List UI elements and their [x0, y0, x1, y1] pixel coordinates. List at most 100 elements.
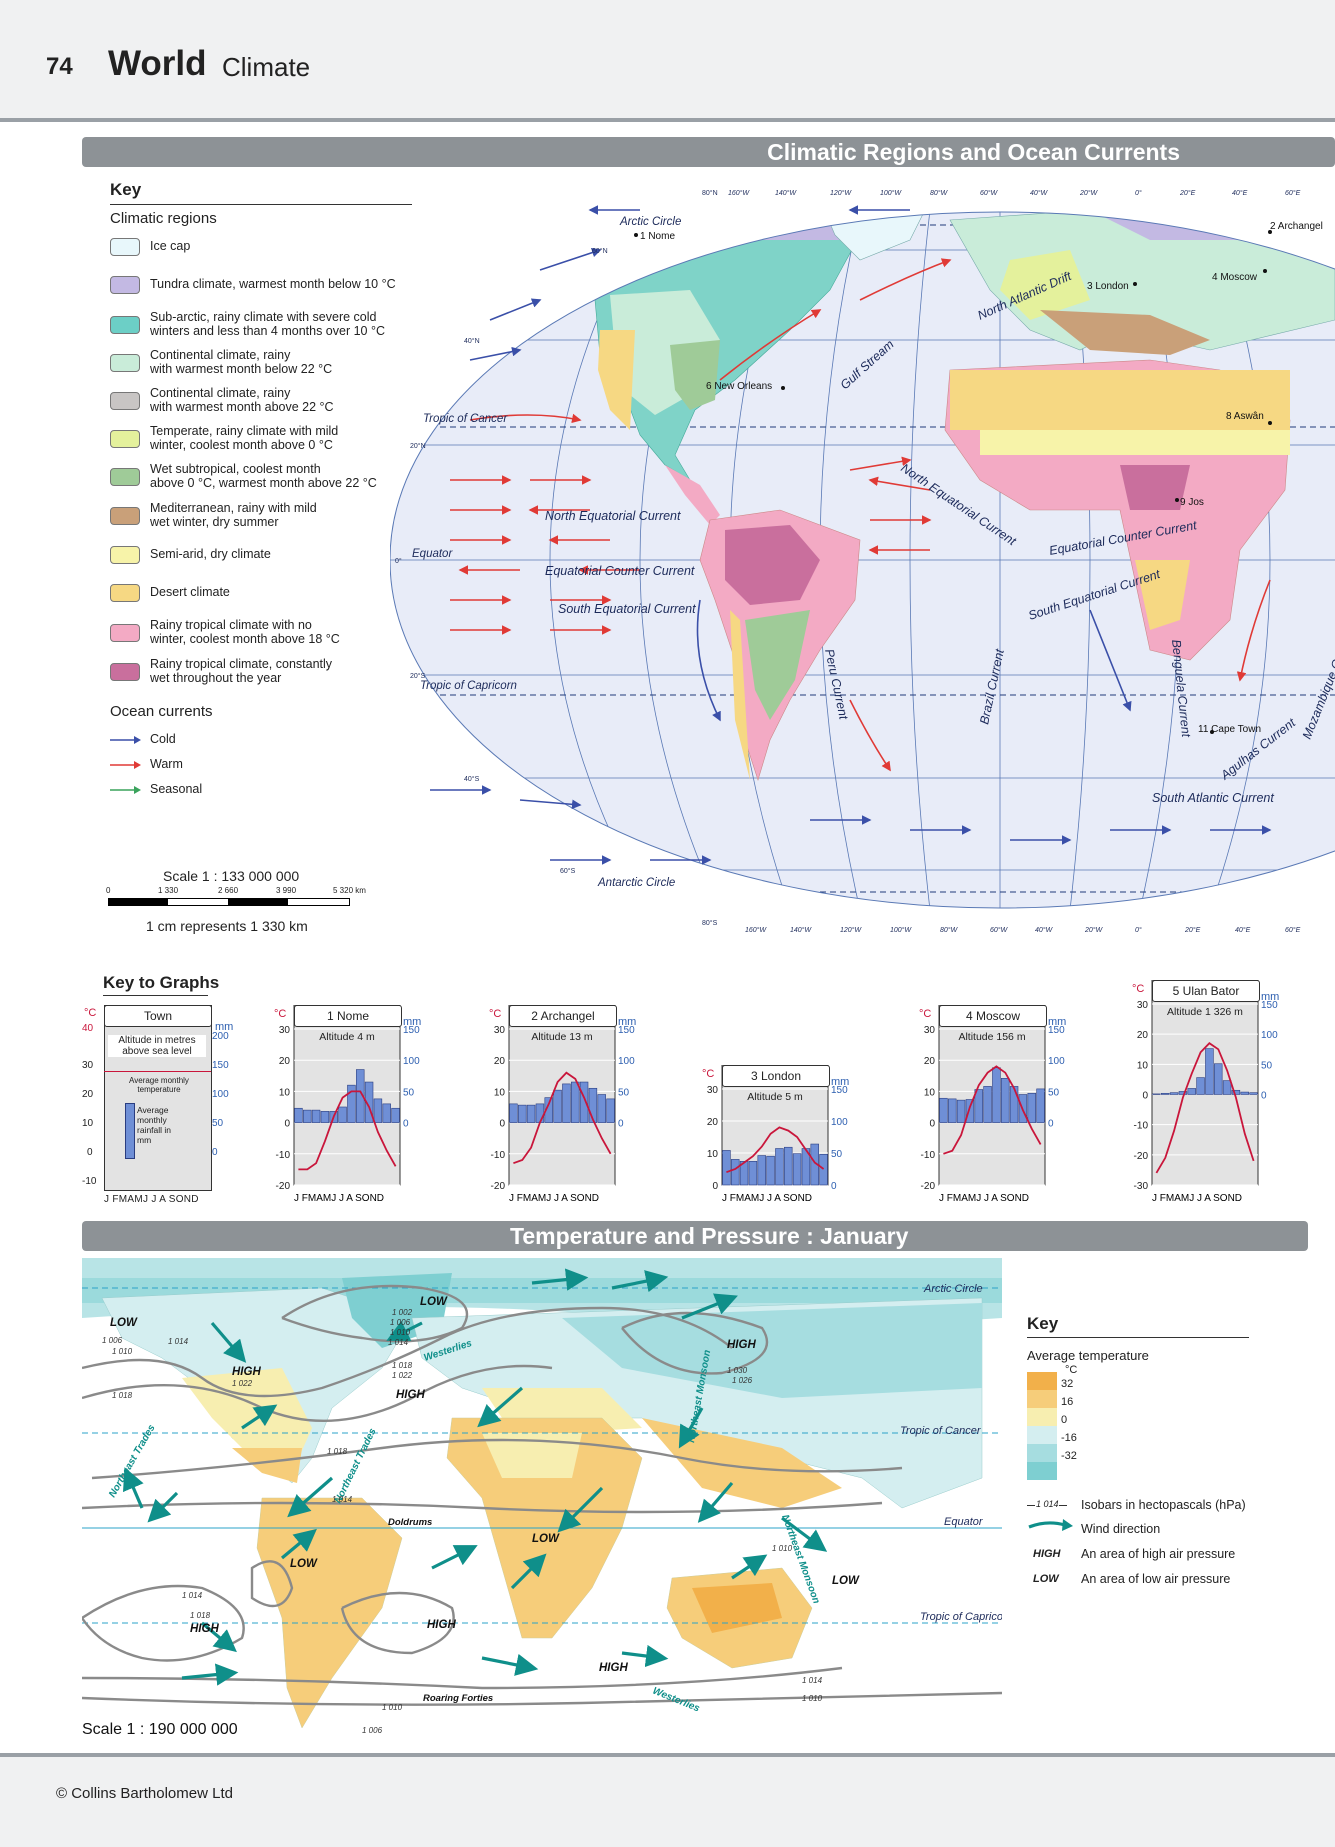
low-label: An area of low air pressure [1081, 1572, 1231, 1586]
unit-celsius: °C [1132, 983, 1144, 995]
graph-plot-area [1151, 980, 1259, 1186]
rainfall-bar [983, 1086, 992, 1123]
c-tick: 30 [82, 1060, 94, 1071]
mm-tick: 0 [618, 1119, 624, 1130]
c-tick: -10 [82, 1176, 97, 1187]
isobar-value: 1 014 [332, 1495, 353, 1504]
ocean-current-arrows [430, 205, 1272, 865]
isobar-value: 1 006 [390, 1318, 411, 1327]
isobar-sample-line [1027, 1505, 1035, 1506]
celsius-tick: 20 [279, 1056, 291, 1067]
region-label: Temperate, rainy climate with mild winte… [150, 424, 339, 452]
mm-tick: 50 [403, 1087, 415, 1098]
sample-town-box: Town [104, 1005, 212, 1027]
isobar-label: Isobars in hectopascals (hPa) [1081, 1498, 1246, 1512]
sample-rain-bar [125, 1103, 135, 1159]
lat-label: 40°N [464, 337, 480, 345]
lat-label: 0° [395, 557, 402, 565]
rainfall-bar [509, 1103, 518, 1123]
celsius-tick: 30 [494, 1025, 506, 1036]
temp-swatch [1027, 1390, 1057, 1408]
temperature-line [943, 1065, 1042, 1155]
climate-graph: 30 20 10 0 -10 -20 150 100 50 0 °C mm J FMAMJ J A SO… [274, 1005, 444, 1215]
region-label: Wet subtropical, coolest month above 0 °… [150, 462, 377, 490]
region-label: Rainy tropical climate with no winter, c… [150, 618, 340, 646]
unit-mm: mm [1261, 991, 1279, 1003]
rainfall-bar [1001, 1077, 1010, 1123]
key-heading: Key [110, 180, 142, 199]
temp-tick: -16 [1061, 1432, 1077, 1444]
temp-swatch [1027, 1444, 1057, 1462]
region-label: Sub-arctic, rainy climate with severe co… [150, 310, 385, 338]
region-swatch [110, 430, 140, 448]
globe-outline [390, 211, 1335, 909]
lat-label: 80°S [702, 919, 718, 927]
celsius-tick: 20 [1137, 1030, 1149, 1041]
city-dot [1268, 230, 1272, 234]
isobar-sample: 1 014 [1036, 1499, 1059, 1509]
lon-label: 80°W [940, 926, 959, 934]
scale-bar-segment [108, 898, 168, 906]
mm-tick: 150 [1261, 1000, 1278, 1011]
scale-tick: 0 [106, 886, 111, 895]
lon-label: 60°E [1285, 926, 1301, 934]
c-tick: 10 [82, 1118, 94, 1129]
celsius-tick: 10 [1137, 1060, 1149, 1071]
isobar-value: 1 014 [802, 1676, 823, 1685]
city-dot [781, 386, 785, 390]
rainfall-bar [1161, 1092, 1170, 1095]
celsius-tick: 30 [707, 1085, 719, 1096]
celsius-tick: -10 [921, 1150, 936, 1161]
scale-tick: 5 320 km [333, 886, 366, 895]
mm-tick: 0 [403, 1119, 409, 1130]
map-line-label: Equator [412, 548, 453, 560]
unit-celsius: °C [702, 1068, 714, 1080]
isobar-value: 1 022 [232, 1379, 253, 1388]
celsius-tick: -10 [1134, 1121, 1149, 1132]
current-label: Seasonal [150, 782, 203, 796]
lon-label: 140°W [790, 926, 812, 934]
europe-mediterranean [1040, 310, 1210, 355]
isobar-value: 1 014 [182, 1591, 203, 1600]
sample-temp-line [104, 1071, 211, 1072]
lon-label: 60°W [990, 926, 1009, 934]
graphs-key-sample: °C mm Town Altitude in metres above sea … [82, 1005, 252, 1205]
city-dot [1263, 269, 1267, 273]
map-line-label: Arctic Circle [619, 216, 681, 228]
celsius-tick: -10 [276, 1150, 291, 1161]
rainfall-bar [606, 1098, 615, 1123]
rainfall-bar [992, 1067, 1001, 1123]
north-america-subtropical [670, 340, 720, 410]
city-dot [1210, 730, 1214, 734]
graphs-key-heading: Key to Graphs [103, 973, 220, 992]
rainfall-bar [535, 1103, 545, 1123]
rainfall-bar [1205, 1048, 1214, 1095]
months-axis: J FMAMJ J A SOND [1152, 1193, 1242, 1204]
celsius-tick: 0 [284, 1119, 290, 1130]
isobar-value: 1 002 [392, 1308, 413, 1317]
mm-tick: 100 [831, 1117, 848, 1128]
rainfall-bar [974, 1089, 983, 1123]
lon-label: 0° [1135, 189, 1142, 197]
page-number: 74 [46, 53, 73, 80]
graph-altitude: Altitude 13 m [531, 1031, 593, 1043]
map-line-label: Antarctic Circle [597, 877, 675, 889]
page-footer [0, 1753, 1335, 1847]
celsius-tick: 10 [924, 1087, 936, 1098]
isobar-value: 1 006 [102, 1336, 123, 1345]
copyright: © Collins Bartholomew Ltd [56, 1785, 233, 1802]
months-axis: J FMAMJ J A SOND [939, 1193, 1029, 1204]
isobar-value: 1 026 [732, 1376, 753, 1385]
celsius-tick: 30 [279, 1025, 291, 1036]
map2-line-label: Equator [944, 1516, 984, 1528]
pressure-label-high: HIGH [599, 1662, 628, 1674]
celsius-tick: 0 [929, 1119, 935, 1130]
lon-label: 60°E [1285, 189, 1301, 197]
rainfall-bar [819, 1153, 828, 1186]
region-swatch [110, 584, 140, 602]
lon-label: 120°W [830, 189, 852, 197]
section-banner-climatic-regions: Climatic Regions and Ocean Currents [82, 137, 1335, 167]
scale-tick: 1 330 [158, 886, 179, 895]
pressure-label-low: LOW [832, 1575, 860, 1587]
mm-tick: 150 [403, 1025, 420, 1036]
